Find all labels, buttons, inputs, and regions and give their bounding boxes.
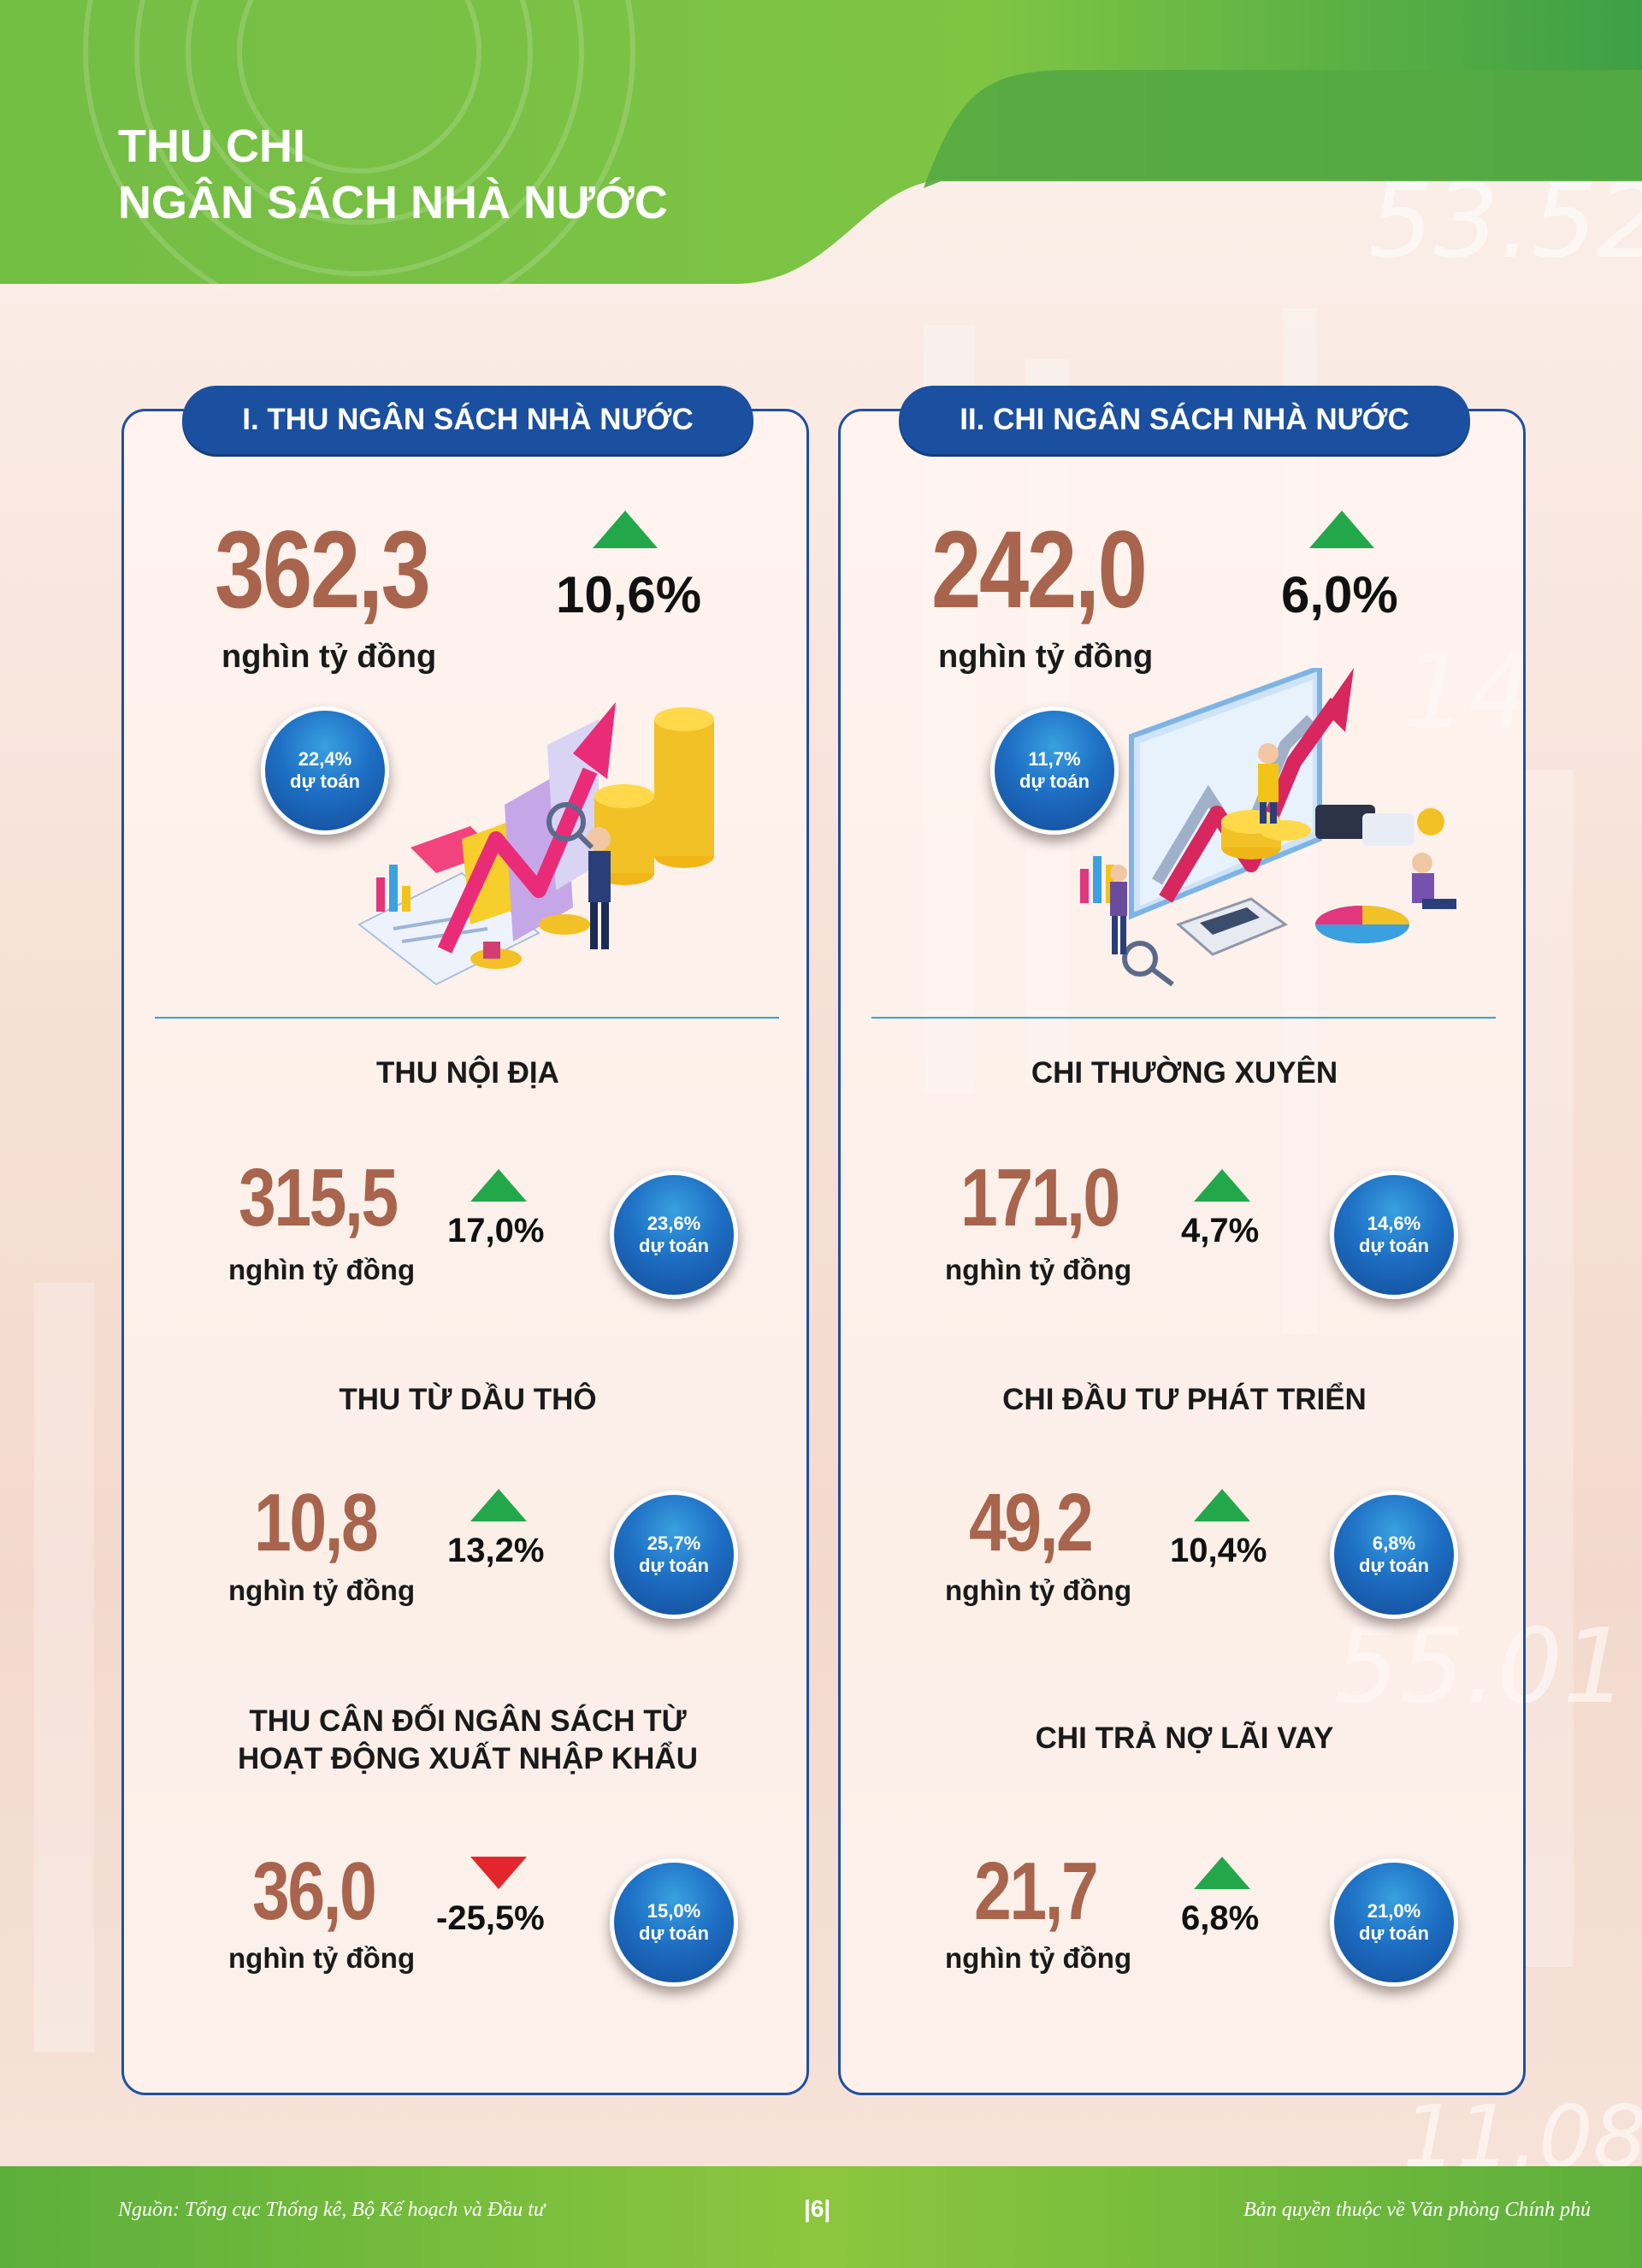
section-divider <box>871 1017 1496 1019</box>
trend-up-icon <box>1309 511 1374 548</box>
estimate-label: dự toán <box>1359 1555 1429 1576</box>
estimate-pct: 23,6% <box>647 1213 701 1234</box>
revenue-item-estimate-badge: 23,6% dự toán <box>610 1171 738 1299</box>
trend-up-icon <box>1194 1169 1250 1202</box>
revenue-total-value: 362,3 <box>215 509 431 631</box>
estimate-pct: 15,0% <box>647 1900 701 1922</box>
estimate-pct: 11,7% <box>1028 748 1081 770</box>
expenditure-item-title: CHI THƯỜNG XUYÊN <box>1031 1056 1338 1090</box>
revenue-item-change: -25,5% <box>436 1899 545 1937</box>
estimate-pct: 25,7% <box>647 1533 701 1554</box>
revenue-item-estimate-badge: 15,0% dự toán <box>610 1858 738 1987</box>
expenditure-item-change: 4,7% <box>1181 1212 1260 1249</box>
trend-up-icon <box>593 511 658 548</box>
footer-source: Nguồn: Tổng cục Thống kê, Bộ Kế hoạch và… <box>118 2199 546 2221</box>
revenue-item-title: THU NỘI ĐỊA <box>376 1056 559 1090</box>
trend-up-icon <box>470 1169 527 1202</box>
expenditure-illustration <box>1080 668 1456 987</box>
estimate-pct: 6,8% <box>1372 1533 1416 1554</box>
pie-chart-icon <box>1315 906 1409 943</box>
revenue-item-value: 36,0 <box>252 1846 377 1937</box>
page-title-line2: NGÂN SÁCH NHÀ NƯỚC <box>118 177 668 228</box>
expenditure-item-value: 21,7 <box>974 1846 1099 1937</box>
page-title-line1: THU CHI <box>118 121 305 172</box>
revenue-item-title-line2: HOẠT ĐỘNG XUẤT NHẬP KHẨU <box>238 1742 698 1775</box>
expenditure-item-change: 10,4% <box>1170 1532 1267 1569</box>
revenue-item-value: 10,8 <box>254 1477 379 1568</box>
estimate-label: dự toán <box>290 771 360 792</box>
estimate-label: dự toán <box>1019 771 1090 792</box>
estimate-pct: 21,0% <box>1367 1900 1421 1922</box>
page-number: |6| <box>804 2195 831 2222</box>
revenue-total-change: 10,6% <box>556 566 702 623</box>
estimate-label: dự toán <box>639 1555 709 1576</box>
bg-bar <box>1522 770 1574 1967</box>
trend-up-icon <box>1194 1489 1250 1521</box>
analyst-icon <box>587 827 611 949</box>
revenue-total-estimate-badge: 22,4% dự toán <box>261 706 389 835</box>
expenditure-panel: II. CHI NGÂN SÁCH NHÀ NƯỚC 242,0 nghìn t… <box>838 386 1526 2095</box>
revenue-item-change: 17,0% <box>447 1212 545 1249</box>
expenditure-item-value: 49,2 <box>969 1477 1094 1568</box>
calculator-icon <box>1176 897 1289 956</box>
estimate-pct: 22,4% <box>298 748 352 770</box>
expenditure-item-title: CHI ĐẦU TƯ PHÁT TRIỂN <box>1002 1383 1367 1416</box>
revenue-item-unit: nghìn tỷ đồng <box>228 1942 416 1974</box>
revenue-heading: I. THU NGÂN SÁCH NHÀ NƯỚC <box>182 386 753 454</box>
revenue-item-estimate-badge: 25,7% dự toán <box>610 1491 738 1619</box>
revenue-item-value: 315,5 <box>239 1152 399 1243</box>
bg-bar <box>34 1283 94 2052</box>
header-shape <box>0 0 1642 291</box>
footer-copyright: Bản quyền thuộc về Văn phòng Chính phủ <box>1243 2199 1591 2221</box>
trend-up-icon <box>470 1489 527 1521</box>
header-banner: THU CHI NGÂN SÁCH NHÀ NƯỚC <box>0 0 1642 291</box>
revenue-item-title: THU TỪ DẦU THÔ <box>339 1383 597 1416</box>
expenditure-item-title: CHI TRẢ NỢ LÃI VAY <box>1035 1722 1334 1755</box>
revenue-item-unit: nghìn tỷ đồng <box>228 1574 416 1606</box>
revenue-panel: I. THU NGÂN SÁCH NHÀ NƯỚC 362,3 nghìn tỷ… <box>121 386 812 2095</box>
expenditure-total-estimate-badge: 11,7% dự toán <box>990 706 1119 835</box>
trend-up-icon <box>1194 1857 1250 1889</box>
expenditure-item-unit: nghìn tỷ đồng <box>945 1574 1132 1606</box>
revenue-item-change: 13,2% <box>447 1532 545 1569</box>
footer: Nguồn: Tổng cục Thống kê, Bộ Kế hoạch và… <box>0 2166 1642 2268</box>
magnifier-icon <box>546 802 594 850</box>
expenditure-item-unit: nghìn tỷ đồng <box>945 1942 1132 1974</box>
estimate-label: dự toán <box>639 1235 709 1256</box>
page-title: THU CHI NGÂN SÁCH NHÀ NƯỚC <box>118 118 668 231</box>
expenditure-total-change: 6,0% <box>1281 566 1398 623</box>
revenue-item-title-line1: THU CÂN ĐỐI NGÂN SÁCH TỪ <box>249 1704 687 1738</box>
expenditure-item-unit: nghìn tỷ đồng <box>945 1254 1132 1285</box>
estimate-label: dự toán <box>1359 1235 1429 1256</box>
analyst-icon <box>1258 743 1279 824</box>
expenditure-item-change: 6,8% <box>1181 1899 1260 1937</box>
expenditure-total-value: 242,0 <box>931 509 1148 631</box>
expenditure-item-estimate-badge: 14,6% dự toán <box>1330 1171 1458 1299</box>
section-divider <box>155 1017 779 1019</box>
revenue-item-unit: nghìn tỷ đồng <box>228 1254 416 1285</box>
estimate-label: dự toán <box>639 1922 709 1944</box>
expenditure-total-unit: nghìn tỷ đồng <box>938 639 1154 675</box>
estimate-label: dự toán <box>1359 1922 1429 1944</box>
trend-down-icon <box>470 1857 527 1889</box>
revenue-illustration <box>357 702 714 986</box>
estimate-pct: 14,6% <box>1367 1213 1421 1234</box>
revenue-total-unit: nghìn tỷ đồng <box>221 639 437 675</box>
revenue-item-title: THU CÂN ĐỐI NGÂN SÁCH TỪ HOẠT ĐỘNG XUẤT … <box>124 1703 812 1778</box>
expenditure-heading: II. CHI NGÂN SÁCH NHÀ NƯỚC <box>899 386 1470 454</box>
expenditure-item-value: 171,0 <box>960 1152 1120 1243</box>
expenditure-item-estimate-badge: 21,0% dự toán <box>1330 1858 1458 1987</box>
expenditure-item-estimate-badge: 6,8% dự toán <box>1330 1491 1458 1619</box>
magnifier-icon <box>1122 941 1174 987</box>
bg-number: 53.52 <box>1368 162 1642 281</box>
